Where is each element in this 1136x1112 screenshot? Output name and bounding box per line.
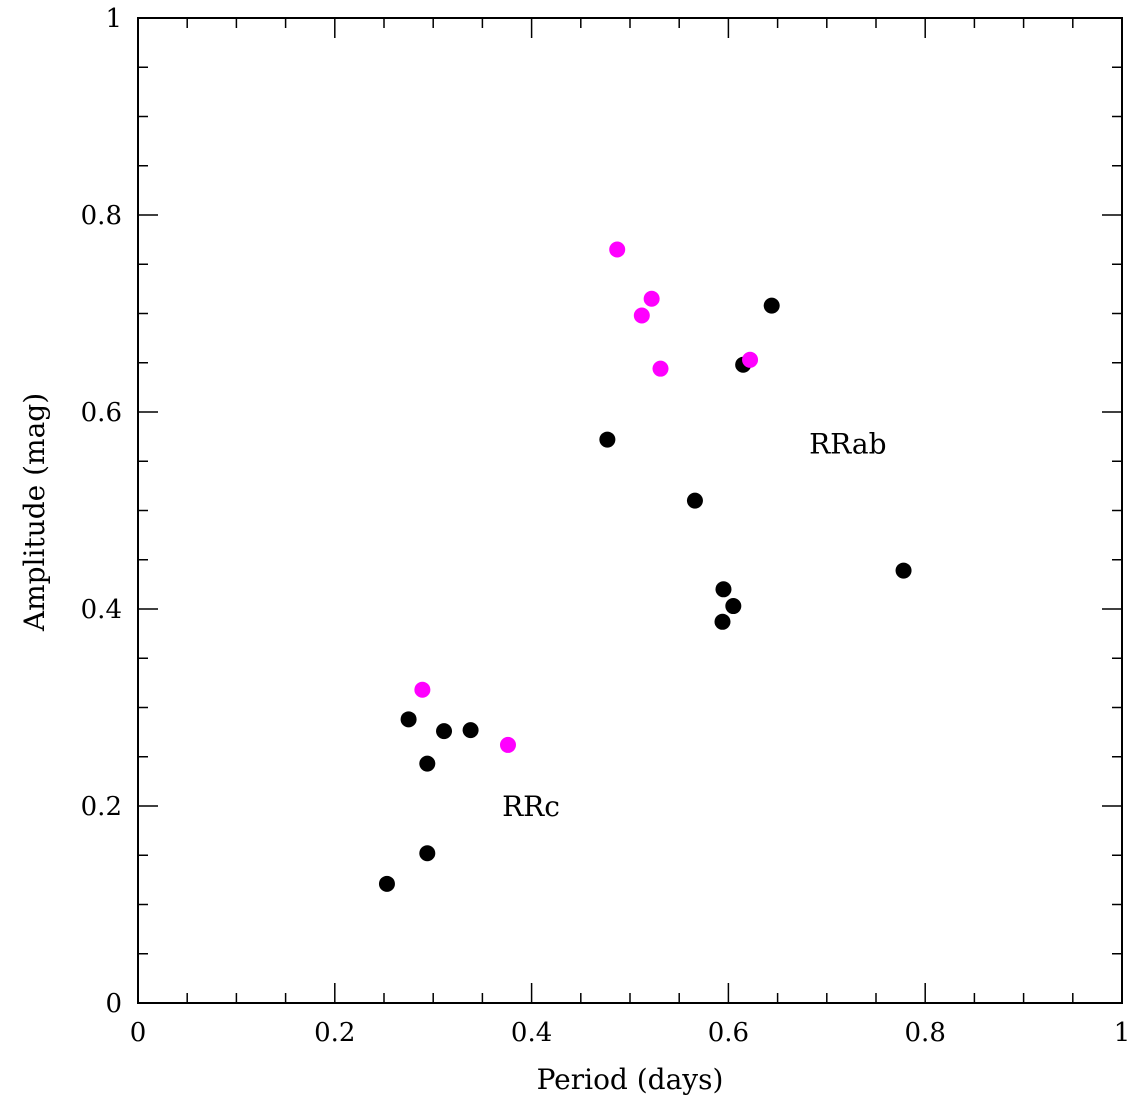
annotation-label: RRc xyxy=(502,790,560,823)
x-tick-label: 0.6 xyxy=(708,1018,749,1048)
axis-ticks xyxy=(137,17,1123,1004)
annotations: RRab RRc xyxy=(502,427,886,822)
data-point xyxy=(763,297,780,314)
y-tick-label: 0 xyxy=(105,989,122,1019)
y-tick-label: 0.6 xyxy=(81,398,122,428)
data-point xyxy=(609,241,626,258)
data-point xyxy=(419,755,436,772)
data-point xyxy=(686,492,703,509)
data-point xyxy=(414,681,431,698)
x-tick-label: 0.2 xyxy=(314,1018,355,1048)
plot-frame xyxy=(137,17,1123,1004)
y-axis-label: Amplitude (mag) xyxy=(18,393,51,632)
x-tick-label: 0.4 xyxy=(511,1018,552,1048)
data-points xyxy=(378,241,912,892)
x-tick-label: 0 xyxy=(130,1018,147,1048)
data-point xyxy=(462,722,479,739)
y-tick-label: 1 xyxy=(105,4,122,34)
y-tick-label: 0.8 xyxy=(81,201,122,231)
data-point xyxy=(400,711,417,728)
y-tick-label: 0.2 xyxy=(81,792,122,822)
data-point xyxy=(419,845,436,862)
tick-labels: 0 0.2 0.4 0.6 0.8 1 0 0.2 0.4 0.6 0.8 1 xyxy=(81,4,1131,1048)
y-tick-label: 0.4 xyxy=(81,595,122,625)
data-point xyxy=(714,613,731,630)
data-point xyxy=(652,360,669,377)
x-tick-label: 0.8 xyxy=(905,1018,946,1048)
data-point xyxy=(895,562,912,579)
data-point xyxy=(633,307,650,324)
data-point xyxy=(378,875,395,892)
data-point xyxy=(742,351,759,368)
data-point xyxy=(643,290,660,307)
data-point xyxy=(599,431,616,448)
data-point xyxy=(436,723,453,740)
annotation-label: RRab xyxy=(809,427,886,460)
x-tick-label: 1 xyxy=(1114,1018,1131,1048)
data-point xyxy=(499,736,516,753)
data-point xyxy=(715,581,732,598)
data-point xyxy=(725,598,742,615)
x-axis-label: Period (days) xyxy=(537,1063,724,1096)
